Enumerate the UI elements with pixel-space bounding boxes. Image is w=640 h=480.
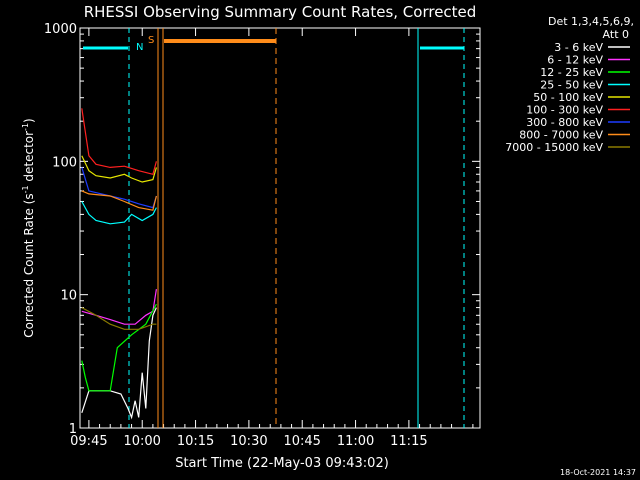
legend-entry-label: 800 - 7000 keV [519, 129, 603, 142]
series-line [81, 201, 157, 225]
series-line [81, 307, 157, 330]
y-ticks: 1 10 100 1000 [44, 22, 480, 437]
legend-header-1: Det 1,3,4,5,6,9, [548, 15, 634, 28]
series-line [81, 289, 157, 325]
legend-entry-label: 3 - 6 keV [554, 41, 603, 54]
legend-entry-label: 6 - 12 keV [547, 54, 603, 67]
annotation-s: S [148, 35, 154, 46]
y-tick-label: 100 [52, 155, 77, 170]
legend-entry-label: 12 - 25 keV [540, 66, 603, 79]
series-line [81, 155, 157, 183]
legend-header-2: Att 0 [603, 28, 629, 41]
y-tick-label: 1 [69, 422, 77, 437]
legend-entry-label: 50 - 100 keV [533, 91, 603, 104]
x-tick-label: 11:15 [390, 434, 427, 449]
plot-frame [79, 27, 481, 429]
x-tick-label: 10:30 [230, 434, 267, 449]
legend-entry-label: 100 - 300 keV [526, 104, 603, 117]
x-tick-label: 09:45 [70, 434, 107, 449]
x-axis-label: Start Time (22-May-03 09:43:02) [175, 456, 389, 471]
series-line [81, 108, 157, 176]
series-line [81, 303, 157, 392]
legend-entry-label: 25 - 50 keV [540, 79, 603, 92]
series-line [81, 190, 157, 211]
x-tick-label: 10:00 [123, 434, 160, 449]
legend-entry-label: 300 - 800 keV [526, 116, 603, 129]
y-tick-label: 1000 [44, 22, 77, 37]
timestamp: 18-Oct-2021 14:37 [560, 468, 636, 477]
legend-entry-label: 7000 - 15000 keV [505, 141, 603, 154]
y-axis-label: Corrected Count Rate (s-1 detector-1) [21, 118, 36, 337]
x-tick-label: 10:15 [177, 434, 214, 449]
series-line [81, 167, 157, 209]
x-tick-label: 11:00 [337, 434, 374, 449]
chart-title: RHESSI Observing Summary Count Rates, Co… [84, 3, 477, 21]
x-ticks: 09:45 10:00 10:15 10:30 10:45 11:00 11:15 [70, 28, 474, 449]
y-tick-label: 10 [60, 289, 77, 304]
annotation-n: N [136, 42, 143, 53]
x-tick-label: 10:45 [283, 434, 320, 449]
